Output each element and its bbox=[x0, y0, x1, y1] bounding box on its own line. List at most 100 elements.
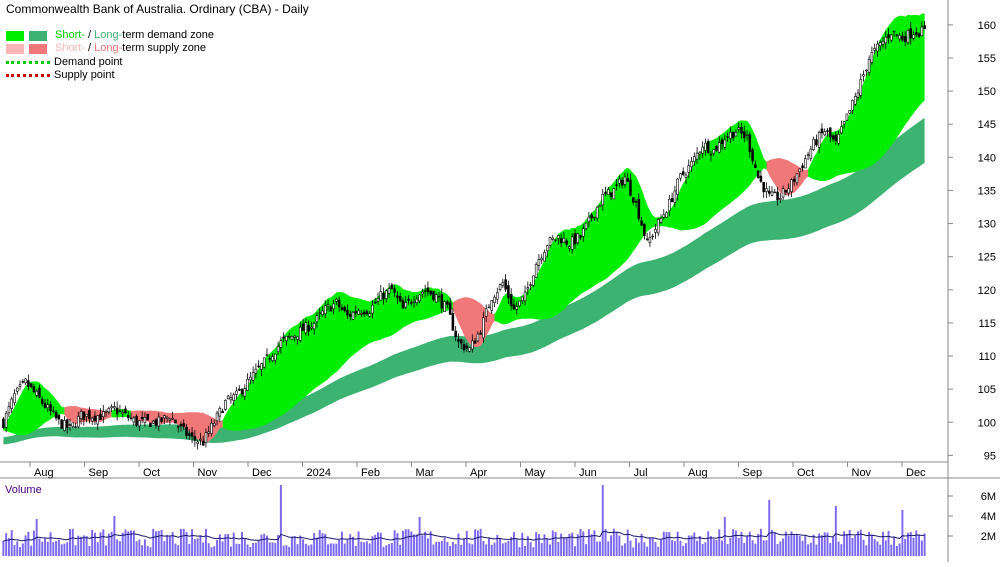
volume-bar bbox=[296, 544, 299, 556]
legend-demand-zone: Short- / Long- term demand zone bbox=[6, 29, 214, 42]
volume-bar bbox=[132, 530, 135, 556]
volume-bar bbox=[870, 534, 873, 556]
candle bbox=[15, 387, 19, 395]
candle bbox=[2, 417, 5, 429]
volume-bar bbox=[213, 546, 216, 556]
candle bbox=[773, 188, 777, 194]
candle bbox=[704, 138, 707, 156]
volume-bar bbox=[784, 531, 787, 556]
volume-bar bbox=[30, 545, 33, 556]
candle bbox=[834, 131, 838, 145]
candle bbox=[243, 384, 247, 401]
candle bbox=[437, 292, 441, 302]
volume-bar bbox=[757, 534, 760, 556]
candle bbox=[110, 404, 113, 412]
volume-bar bbox=[771, 529, 773, 556]
volume-bar bbox=[882, 531, 884, 556]
short-term-demand-zone bbox=[808, 13, 925, 182]
volume-bar bbox=[102, 529, 105, 556]
volume-bar bbox=[357, 531, 360, 556]
volume-bar bbox=[876, 541, 879, 556]
candle bbox=[176, 424, 180, 433]
short-term-supply-zone bbox=[131, 410, 223, 444]
volume-bar bbox=[762, 540, 765, 556]
candle bbox=[279, 336, 283, 354]
candle bbox=[335, 297, 338, 306]
volume-bar bbox=[368, 543, 371, 556]
candle bbox=[673, 185, 677, 208]
volume-bar bbox=[474, 529, 477, 556]
volume-bar bbox=[146, 545, 149, 556]
candle bbox=[809, 145, 813, 162]
candle bbox=[718, 136, 721, 154]
candle bbox=[49, 401, 52, 416]
x-tick-label: Sep bbox=[743, 467, 763, 479]
candle bbox=[676, 178, 679, 201]
candle bbox=[74, 422, 77, 429]
candle bbox=[479, 330, 482, 335]
candle bbox=[346, 304, 349, 319]
volume-bar bbox=[535, 532, 538, 556]
candle bbox=[124, 405, 127, 415]
candle bbox=[77, 411, 80, 429]
volume-bar bbox=[654, 542, 657, 556]
volume-bar bbox=[532, 547, 535, 556]
candle bbox=[482, 311, 485, 343]
volume-bar bbox=[379, 532, 382, 556]
volume-bar bbox=[832, 536, 835, 556]
x-tick-label: Oct bbox=[797, 467, 814, 479]
volume-bar bbox=[909, 531, 912, 556]
volume-bar bbox=[496, 534, 499, 556]
candle bbox=[249, 371, 252, 385]
candle bbox=[826, 128, 829, 137]
x-tick-label: Dec bbox=[906, 467, 926, 479]
volume-bar bbox=[282, 545, 285, 556]
candle bbox=[712, 149, 716, 156]
volume-bar bbox=[346, 539, 349, 556]
volume-bar bbox=[188, 543, 191, 556]
volume-bar bbox=[587, 529, 590, 556]
volume-bar bbox=[621, 545, 624, 556]
candle bbox=[443, 300, 446, 312]
volume-bar bbox=[88, 545, 91, 556]
volume-bar bbox=[623, 543, 626, 556]
volume-bar bbox=[238, 544, 241, 556]
candle bbox=[221, 408, 224, 413]
candle bbox=[601, 188, 605, 211]
volume-bar bbox=[216, 540, 219, 556]
volume-bar bbox=[138, 539, 141, 556]
volume-bar bbox=[171, 532, 174, 556]
candle bbox=[360, 310, 363, 317]
candle bbox=[85, 413, 88, 423]
volume-bar bbox=[748, 531, 751, 556]
zones-layer bbox=[3, 13, 925, 445]
candle bbox=[21, 378, 25, 384]
candle bbox=[385, 289, 388, 303]
candle bbox=[276, 341, 280, 356]
candle bbox=[909, 21, 913, 45]
candle bbox=[190, 426, 194, 443]
chart-title: Commonwealth Bank of Australia. Ordinary… bbox=[6, 2, 309, 16]
candle bbox=[590, 212, 593, 222]
candle bbox=[423, 284, 427, 298]
volume-bar bbox=[77, 535, 80, 556]
volume-bar bbox=[460, 544, 463, 556]
candle bbox=[740, 122, 743, 139]
volume-bar bbox=[637, 542, 640, 556]
candle bbox=[254, 363, 258, 379]
volume-bar bbox=[299, 535, 302, 556]
candle bbox=[318, 307, 321, 320]
volume-bar bbox=[266, 535, 268, 556]
volume-bar bbox=[451, 541, 454, 556]
volume-bar bbox=[787, 535, 790, 556]
candle bbox=[903, 31, 907, 47]
volume-bar bbox=[593, 530, 596, 556]
candle bbox=[626, 172, 629, 182]
candle bbox=[390, 282, 394, 290]
candle bbox=[609, 192, 613, 201]
volume-bar bbox=[143, 539, 146, 556]
volume-bar bbox=[826, 532, 829, 556]
candle bbox=[731, 131, 735, 141]
volume-bar bbox=[518, 547, 521, 556]
volume-bar bbox=[843, 531, 846, 556]
